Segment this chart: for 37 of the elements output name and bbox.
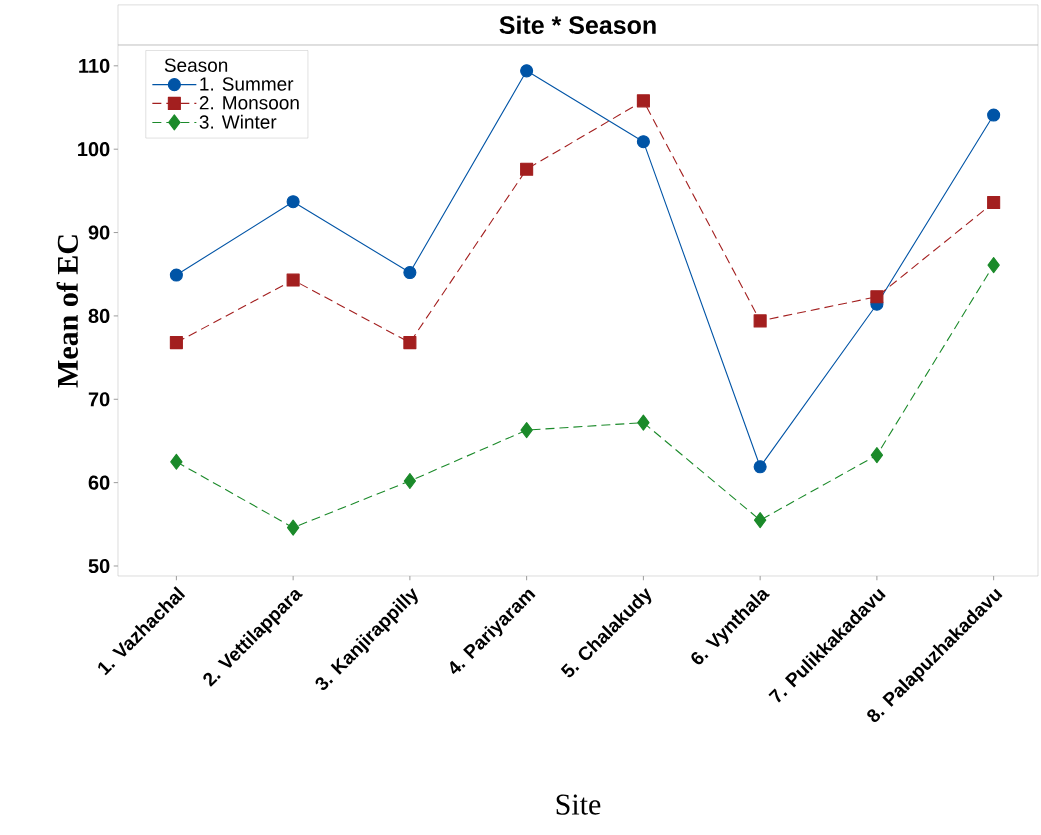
point — [987, 195, 1001, 210]
point — [170, 453, 183, 470]
point — [286, 519, 300, 536]
point — [403, 266, 417, 280]
point — [520, 64, 534, 78]
point — [987, 257, 1000, 274]
point — [753, 512, 767, 529]
y-tick-label: 100 — [78, 142, 110, 157]
point — [520, 162, 534, 176]
point — [636, 94, 650, 108]
point — [870, 290, 884, 304]
point — [286, 273, 300, 287]
point — [403, 336, 417, 350]
point — [403, 472, 417, 490]
point — [169, 268, 183, 282]
point — [637, 414, 650, 431]
y-tick-label: 60 — [88, 475, 110, 490]
point — [870, 447, 884, 464]
x-axis-title: Site — [556, 794, 601, 815]
point — [753, 314, 767, 328]
point — [286, 195, 300, 209]
legend-label: 2. Monsoon — [199, 96, 299, 110]
y-tick-label: 70 — [88, 392, 110, 407]
point — [753, 460, 767, 474]
y-axis-title: Mean of EC — [56, 235, 78, 388]
legend-label: 3. Winter — [199, 114, 277, 129]
point — [520, 422, 533, 439]
point — [169, 336, 183, 350]
y-tick-label: 50 — [88, 558, 110, 574]
y-tick-label: 80 — [88, 308, 110, 323]
y-tick-label: 90 — [88, 225, 110, 240]
legend-title: Season — [164, 58, 228, 72]
legend-label: 1. Summer — [200, 77, 294, 91]
y-tick-label: 110 — [79, 58, 110, 73]
point — [987, 108, 1001, 122]
chart-title: Site * Season — [499, 15, 656, 34]
point — [636, 135, 650, 149]
